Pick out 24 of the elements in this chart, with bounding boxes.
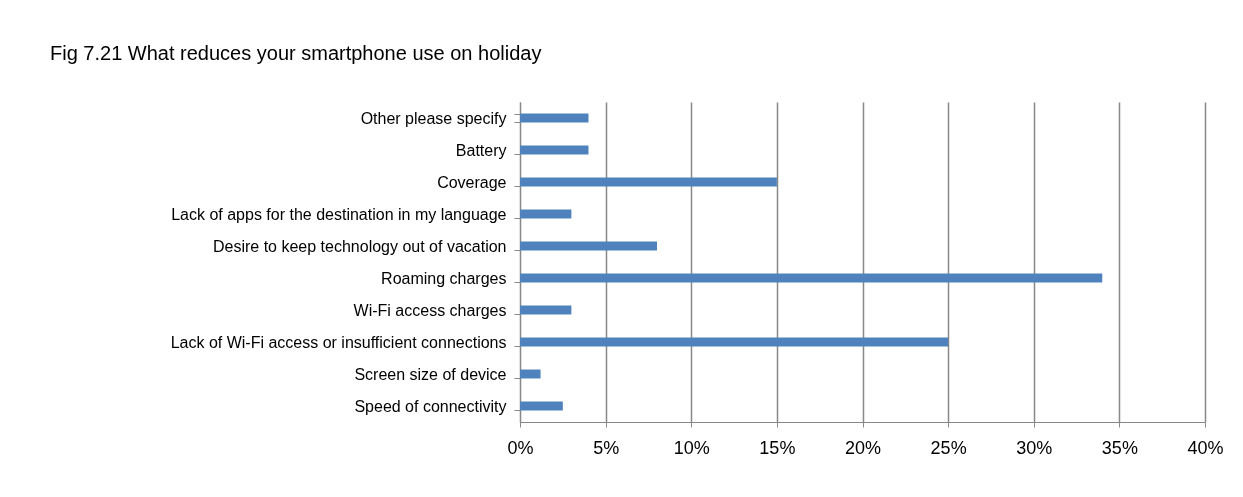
y-tick-label: Speed of connectivity [354, 397, 507, 415]
y-tick-label: Desire to keep technology out of vacation [212, 237, 507, 255]
y-tick-label: Coverage [437, 173, 507, 191]
y-tick-label: Roaming charges [381, 269, 507, 287]
x-tick-label: 40% [1187, 437, 1224, 458]
text: Fig 7.21 What reduces your smartphone use on holiday [50, 42, 542, 64]
y-tick-label: Wi-Fi access charges [353, 301, 507, 319]
y-tick-label: Lack of apps for the destination in my language [171, 205, 507, 223]
x-tick-label: 0% [507, 437, 534, 458]
x-tick-label: 15% [759, 437, 796, 458]
x-tick-label: 10% [673, 437, 710, 458]
bar [520, 145, 589, 155]
bar [520, 401, 563, 411]
x-tick-label: 20% [844, 437, 882, 458]
y-tick-label: Lack of Wi-Fi access or insufficient connections [170, 333, 507, 351]
x-tick-label: 35% [1101, 437, 1138, 458]
x-tick-label: 25% [930, 437, 967, 458]
bar [520, 369, 541, 379]
bar [520, 113, 589, 123]
y-tick-label: Screen size of device [354, 365, 507, 383]
y-tick-label: Other please specify [360, 109, 507, 127]
y-tick-label: Battery [455, 141, 507, 159]
x-tick-label: 30% [1016, 437, 1053, 458]
x-tick-label: 5% [593, 437, 620, 458]
